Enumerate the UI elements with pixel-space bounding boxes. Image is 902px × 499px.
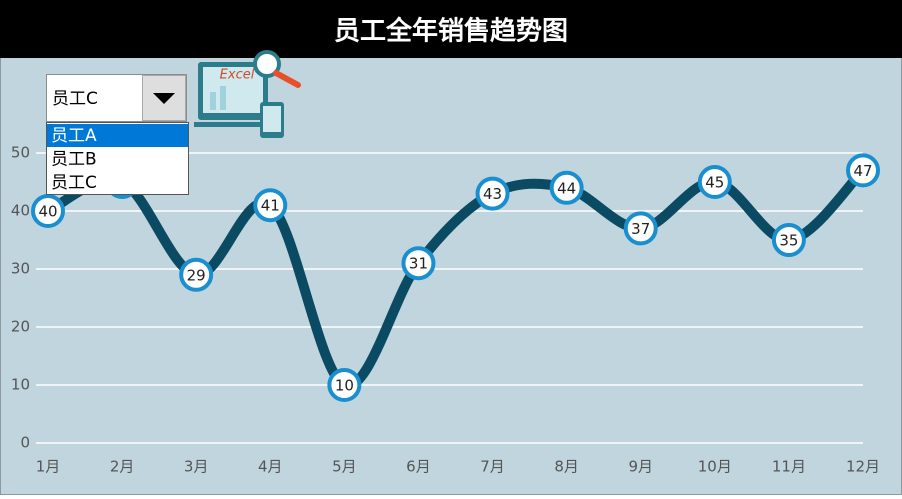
logo-text: Excel [220, 68, 255, 83]
x-tick-label: 9月 [628, 458, 653, 476]
logo-handle [273, 70, 301, 88]
data-label: 37 [631, 220, 650, 238]
dropdown-arrow [153, 93, 175, 104]
marker [327, 368, 362, 402]
data-label: 10 [335, 377, 354, 395]
data-label: 35 [779, 232, 798, 250]
y-tick-label: 40 [11, 202, 30, 220]
logo-bar [220, 86, 226, 110]
x-tick-label: 4月 [258, 458, 283, 476]
marker [31, 194, 65, 228]
marker [697, 165, 732, 199]
title-bar [0, 0, 902, 58]
dropdown[interactable]: 员工C 员工A 员工B 员工C [46, 74, 189, 195]
data-label: 43 [483, 185, 502, 203]
dropdown-selected[interactable]: 员工C [52, 89, 98, 109]
marker [623, 211, 658, 246]
x-tick-label: 12月 [846, 458, 880, 476]
option-highlight [47, 124, 188, 147]
x-tick-label: 6月 [406, 458, 431, 476]
data-label: 47 [853, 162, 872, 180]
y-tick-label: 50 [11, 144, 30, 162]
x-tick-label: 2月 [110, 458, 135, 476]
data-label: 41 [261, 197, 280, 215]
dropdown-option[interactable]: 员工A [51, 126, 97, 146]
x-tick-label: 10月 [698, 458, 732, 476]
data-label: 31 [409, 255, 428, 273]
y-tick-label: 0 [20, 434, 30, 452]
dropdown-option[interactable]: 员工C [51, 173, 97, 193]
data-label: 45 [705, 174, 724, 192]
x-tick-label: 8月 [554, 458, 579, 476]
dropdown-options: 员工A 员工B 员工C [47, 124, 188, 193]
data-label: 40 [38, 203, 57, 221]
marker [401, 246, 436, 281]
logo: Excel [194, 50, 301, 138]
marker [253, 188, 288, 223]
x-tick-label: 7月 [480, 458, 505, 476]
logo-magnifier [253, 50, 281, 78]
logo-phone-screen [263, 106, 281, 132]
marker [771, 223, 806, 257]
logo-stand [194, 122, 264, 127]
dropdown-option[interactable]: 员工B [51, 150, 97, 170]
plot: 404529411031434437453547 [31, 153, 880, 402]
data-label: 29 [187, 266, 206, 284]
y-tick-label: 20 [11, 318, 30, 336]
x-tick-label: 3月 [184, 458, 209, 476]
marker [846, 153, 880, 188]
x-tick-label: 11月 [772, 458, 806, 476]
y-tick-label: 30 [11, 260, 30, 278]
marker [179, 257, 214, 292]
marker [549, 170, 584, 205]
y-tick-label: 10 [11, 376, 30, 394]
x-tick-label: 5月 [332, 458, 357, 476]
chart-title: 员工全年销售趋势图 [334, 16, 568, 47]
marker [475, 176, 510, 211]
logo-bar [210, 92, 216, 110]
x-tick-label: 1月 [36, 458, 61, 476]
data-label: 44 [557, 179, 576, 197]
grid: 0 10 20 30 40 50 1月 2月 3月 4月 5月 6月 7月 8月 9月 10月 11月 12月 [11, 144, 880, 476]
